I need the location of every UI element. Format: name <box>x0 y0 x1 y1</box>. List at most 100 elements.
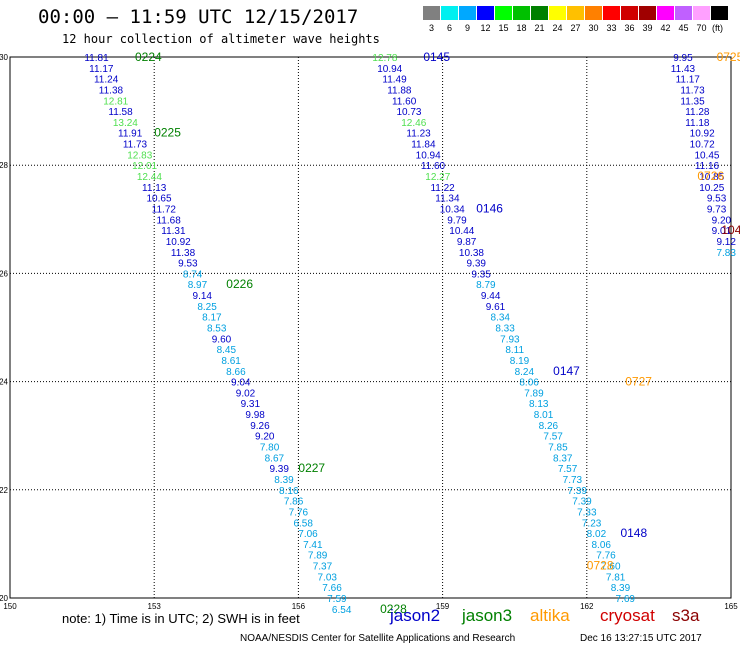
wave-height-label: 9.02 <box>236 388 256 399</box>
latitude-tick-label: 20 <box>0 594 9 603</box>
wave-height-label: 10.94 <box>377 64 402 75</box>
legend-swatch <box>603 6 620 20</box>
wave-height-label: 7.83 <box>716 248 736 259</box>
wave-height-label: 7.86 <box>284 497 304 508</box>
generated-timestamp: Dec 16 13:27:15 UTC 2017 <box>580 633 702 644</box>
legend-swatch <box>495 6 512 20</box>
wave-height-label: 11.84 <box>411 140 436 151</box>
legend-swatch <box>549 6 566 20</box>
wave-height-label: 6.58 <box>293 518 313 529</box>
legend-swatch-label: 18 <box>516 23 527 33</box>
pass-number-label: 1048 <box>721 223 740 237</box>
wave-height-label: 10.65 <box>146 194 171 205</box>
pass-number-label: 0726 <box>697 169 724 183</box>
legend-swatch <box>621 6 638 20</box>
wave-height-label: 12.44 <box>137 172 162 183</box>
wave-height-label: 8.67 <box>265 453 285 464</box>
legend-swatch-label: 30 <box>588 23 599 33</box>
wave-height-label: 11.38 <box>171 248 196 259</box>
wave-height-label: 8.39 <box>611 583 631 594</box>
wave-height-label: 8.06 <box>591 540 611 551</box>
wave-height-label: 7.85 <box>548 443 568 454</box>
wave-height-label: 11.73 <box>123 140 148 151</box>
wave-height-label: 7.76 <box>596 551 616 562</box>
wave-height-label: 8.79 <box>476 280 496 291</box>
wave-height-label: 11.28 <box>685 107 710 118</box>
wave-height-label: 9.53 <box>178 259 198 270</box>
pass-number-label: 0225 <box>154 126 181 140</box>
wave-height-label: 6.54 <box>332 605 352 616</box>
wave-height-label: 8.16 <box>279 486 299 497</box>
wave-height-label: 7.66 <box>322 583 342 594</box>
legend-swatch-label: 12 <box>480 23 491 33</box>
wave-height-label: 10.34 <box>440 204 465 215</box>
wave-height-label: 9.12 <box>716 237 736 248</box>
longitude-tick-label: 165 <box>724 602 738 611</box>
wave-height-label: 8.66 <box>226 367 246 378</box>
legend-altika: altika <box>530 606 570 625</box>
wave-height-label: 8.53 <box>207 324 227 335</box>
legend-swatch-label: 39 <box>642 23 653 33</box>
legend-swatch <box>639 6 656 20</box>
wave-height-label: 12.27 <box>425 172 450 183</box>
longitude-tick-label: 159 <box>436 602 450 611</box>
wave-height-label: 7.60 <box>601 562 621 573</box>
pass-number-label: 0224 <box>135 50 162 64</box>
pass-number-label: 0145 <box>423 50 450 64</box>
legend-swatch-label: 33 <box>606 23 617 33</box>
wave-height-label: 9.26 <box>250 421 270 432</box>
pass-number-label: 0727 <box>625 375 652 389</box>
wave-height-label: 8.26 <box>539 421 559 432</box>
wave-height-label: 10.92 <box>166 237 191 248</box>
wave-height-label: 11.73 <box>680 85 705 96</box>
wave-height-label: 8.06 <box>519 378 539 389</box>
latitude-tick-label: 28 <box>0 161 9 170</box>
legend-swatch-label: 21 <box>534 23 545 33</box>
wave-height-label: 11.31 <box>161 226 186 237</box>
wave-height-label: 11.35 <box>680 96 705 107</box>
wave-height-label: 12.81 <box>103 96 128 107</box>
legend-swatch <box>693 6 710 20</box>
wave-height-label: 9.95 <box>673 53 693 64</box>
legend-swatch-label: 70 <box>696 23 707 33</box>
wave-height-label: 8.34 <box>491 313 511 324</box>
wave-height-label: 7.81 <box>606 572 626 583</box>
legend-swatch-label: 36 <box>624 23 635 33</box>
wave-height-label: 11.88 <box>387 85 412 96</box>
legend-swatch <box>675 6 692 20</box>
wave-height-label: 10.25 <box>699 183 724 194</box>
map-title: 00:00 – 11:59 UTC 12/15/2017 <box>38 6 359 28</box>
wave-height-label: 11.17 <box>676 75 701 86</box>
wave-height-label: 7.89 <box>308 551 328 562</box>
wave-height-label: 12.01 <box>132 161 157 172</box>
pass-number-label: 0226 <box>226 277 253 291</box>
wave-height-label: 10.44 <box>449 226 474 237</box>
wave-height-label: 7.37 <box>313 562 333 573</box>
wave-height-label: 11.81 <box>84 53 109 64</box>
legend-swatch <box>531 6 548 20</box>
wave-height-label: 11.17 <box>89 64 114 75</box>
wave-height-label: 8.74 <box>183 269 203 280</box>
wave-height-label: 11.60 <box>392 96 417 107</box>
wave-height-label: 8.17 <box>202 313 222 324</box>
wave-height-label: 7.33 <box>577 507 597 518</box>
wave-height-label: 11.60 <box>421 161 446 172</box>
longitude-tick-label: 150 <box>3 602 17 611</box>
legend-cryosat: cryosat <box>600 606 655 625</box>
legend-swatch <box>477 6 494 20</box>
wave-height-label: 9.87 <box>457 237 477 248</box>
wave-height-label: 11.49 <box>382 75 407 86</box>
legend-swatch <box>711 6 728 20</box>
wave-height-label: 11.34 <box>435 194 460 205</box>
legend-swatch <box>567 6 584 20</box>
wave-height-label: 10.72 <box>690 140 715 151</box>
legend-swatch-label: 9 <box>464 23 470 33</box>
wave-height-label: 7.23 <box>582 518 602 529</box>
wave-height-label: 9.04 <box>231 378 251 389</box>
pass-number-label: 0146 <box>476 201 503 215</box>
pass-number-label: 0147 <box>553 364 580 378</box>
wave-height-label: 8.97 <box>188 280 208 291</box>
wave-height-label: 9.39 <box>467 259 487 270</box>
legend-swatch-label: 24 <box>552 23 563 33</box>
wave-height-label: 7.06 <box>298 529 318 540</box>
